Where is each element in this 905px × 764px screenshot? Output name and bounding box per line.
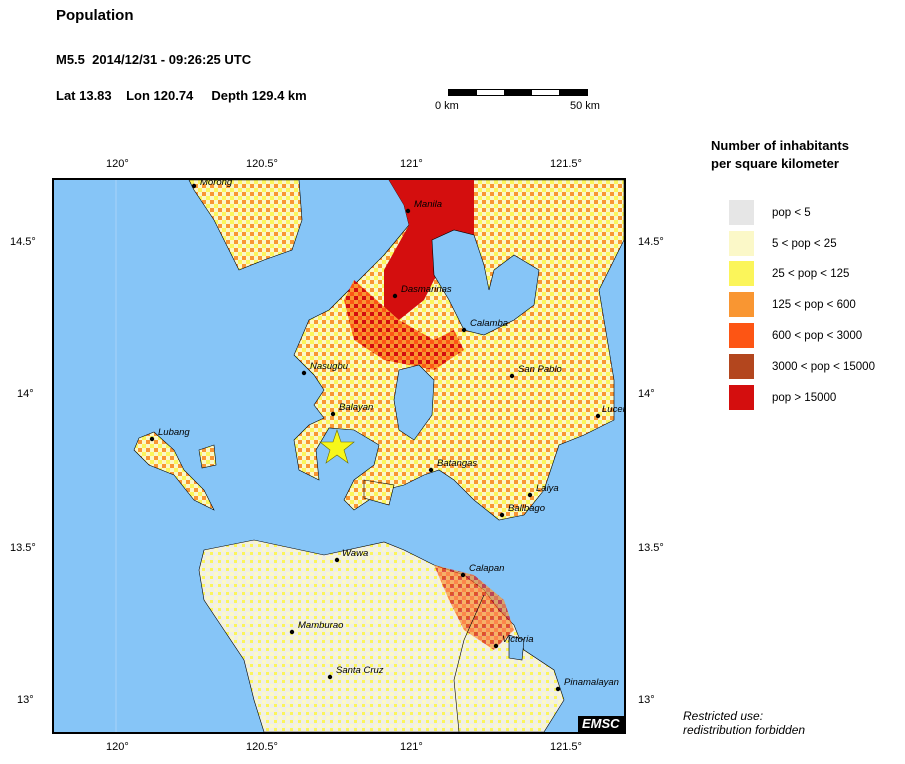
x-tick-bottom-120-5: 120.5° [246,741,278,753]
legend-swatch [729,261,754,286]
x-tick-top-120-5: 120.5° [246,158,278,170]
city-label-calapan: Calapan [469,563,504,574]
x-tick-top-120: 120° [106,158,129,170]
y-tick-right-13: 13° [638,694,655,706]
scale-label-left: 0 km [435,100,459,112]
city-label-ballbago: Ballbago [508,503,545,514]
dense-area-manila [384,180,474,320]
legend-swatch [729,354,754,379]
y-tick-left-13: 13° [17,694,34,706]
lake-naujan [508,634,525,661]
city-label-pinamalayan: Pinamalayan [564,677,619,688]
legend-title-line1: Number of inhabitants [711,138,849,153]
y-tick-left-14: 14° [17,388,34,400]
scale-label-right: 50 km [570,100,600,112]
x-tick-bottom-120: 120° [106,741,129,753]
city-label-laiya: Laiya [536,483,559,494]
legend-item: 3000 < pop < 15000 [729,354,875,379]
legend-swatch [729,323,754,348]
legend-swatch [729,385,754,410]
population-map[interactable]: Morong Manila Dasmarinas Calamba Nasugbu… [54,180,624,732]
y-tick-right-14-5: 14.5° [638,236,664,248]
x-tick-bottom-121-5: 121.5° [550,741,582,753]
usage-notice: Restricted use: redistribution forbidden [683,709,806,737]
city-label-santa-cruz: Santa Cruz [336,665,384,676]
landmass-lubang [133,431,215,511]
landmass-bataan [188,180,303,271]
y-tick-right-13-5: 13.5° [638,542,664,554]
legend-title: Number of inhabitants per square kilomet… [711,137,849,173]
emsc-logo: EMSC [578,716,624,732]
city-label-lucena: Lucena [602,404,624,415]
city-label-victoria: Victoria [502,634,534,645]
lake-laguna [431,229,540,336]
city-label-morong: Morong [200,180,233,188]
city-label-wawa: Wawa [342,548,368,559]
legend-title-line2: per square kilometer [711,156,839,171]
city-label-lubang: Lubang [158,427,190,438]
legend-item: 600 < pop < 3000 [729,323,862,348]
y-tick-right-14: 14° [638,388,655,400]
city-label-batangas: Batangas [437,458,477,469]
epicenter-star-icon [319,429,355,464]
event-info: M5.5 2014/12/31 - 09:26:25 UTC [56,52,252,67]
lake-taal [393,364,435,441]
city-markers: Morong Manila Dasmarinas Calamba Nasugbu… [149,180,624,692]
legend-swatch [729,231,754,256]
city-label-manila: Manila [414,199,442,210]
y-tick-left-13-5: 13.5° [10,542,36,554]
legend-swatch [729,292,754,317]
city-label-nasugbu: Nasugbu [310,361,349,372]
legend-item: 5 < pop < 25 [729,231,837,256]
legend-item: pop > 15000 [729,385,836,410]
event-coordinates: Lat 13.83 Lon 120.74 Depth 129.4 km [56,88,307,103]
page-title: Population [56,7,134,24]
scale-bar [448,89,588,96]
legend-item: 25 < pop < 125 [729,261,849,286]
legend-swatch [729,200,754,225]
city-label-dasmarinas: Dasmarinas [401,284,452,295]
x-tick-bottom-121: 121° [400,741,423,753]
legend-item: pop < 5 [729,200,811,225]
y-tick-left-14-5: 14.5° [10,236,36,248]
legend-item: 125 < pop < 600 [729,292,856,317]
dense-area-cavite [344,280,464,370]
x-tick-top-121: 121° [400,158,423,170]
city-label-calamba: Calamba [470,318,508,329]
city-label-balayan: Balayan [339,402,373,413]
city-label-san-pablo: San Pablo [518,364,562,375]
x-tick-top-121-5: 121.5° [550,158,582,170]
city-label-mamburao: Mamburao [298,620,343,631]
